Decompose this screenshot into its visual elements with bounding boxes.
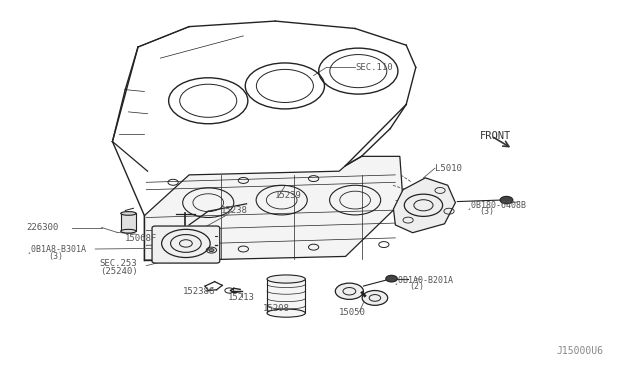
Text: (3): (3): [479, 208, 495, 217]
Bar: [121, 214, 136, 231]
Polygon shape: [145, 156, 403, 260]
Text: ¸0B1A8-B301A: ¸0B1A8-B301A: [26, 244, 86, 253]
Text: (2): (2): [410, 282, 424, 291]
Polygon shape: [394, 178, 456, 233]
Text: 15208: 15208: [262, 304, 289, 313]
Text: (25240): (25240): [100, 267, 138, 276]
Ellipse shape: [121, 230, 136, 233]
Text: J15000U6: J15000U6: [556, 346, 604, 356]
Text: 15068F: 15068F: [125, 234, 157, 243]
Bar: [267, 279, 305, 313]
Text: 15213: 15213: [227, 293, 254, 302]
Ellipse shape: [267, 275, 305, 283]
Text: 226300: 226300: [26, 223, 58, 232]
Ellipse shape: [121, 212, 136, 215]
Text: (3): (3): [49, 252, 63, 261]
Ellipse shape: [267, 309, 305, 317]
Circle shape: [335, 283, 364, 299]
Circle shape: [209, 248, 214, 251]
Text: 15238G: 15238G: [182, 287, 215, 296]
Circle shape: [362, 291, 388, 305]
Text: ¸0B180-6408B: ¸0B180-6408B: [467, 200, 527, 209]
Text: FRONT: FRONT: [479, 131, 511, 141]
Text: 15050: 15050: [339, 308, 366, 317]
Text: 15239: 15239: [275, 191, 302, 200]
FancyBboxPatch shape: [152, 226, 220, 263]
Text: ¸0B1A0-B201A: ¸0B1A0-B201A: [394, 275, 454, 284]
Text: L5010: L5010: [435, 164, 462, 173]
Text: SEC.110: SEC.110: [355, 63, 393, 72]
Circle shape: [386, 275, 397, 282]
Text: SEC.253: SEC.253: [100, 259, 138, 268]
Text: 15238: 15238: [221, 206, 248, 215]
Circle shape: [500, 196, 513, 204]
